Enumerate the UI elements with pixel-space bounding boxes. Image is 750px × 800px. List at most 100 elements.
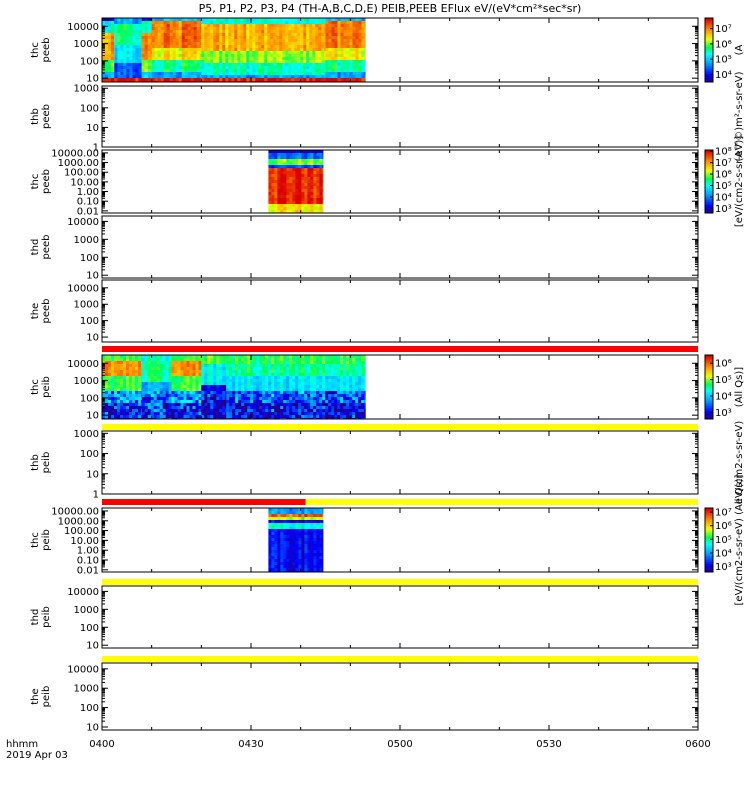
data-cell — [210, 400, 214, 404]
data-cell — [289, 180, 293, 184]
data-cell — [190, 60, 195, 64]
data-cell — [198, 370, 202, 374]
data-cell — [210, 397, 214, 401]
data-cell — [355, 391, 359, 395]
data-cell — [283, 162, 287, 166]
data-cell — [222, 358, 226, 362]
data-cell — [310, 364, 314, 368]
data-cell — [183, 415, 187, 419]
data-cell — [253, 385, 257, 389]
data-cell — [292, 400, 296, 404]
data-cell — [358, 370, 362, 374]
data-cell — [196, 36, 201, 40]
data-cell — [255, 42, 259, 46]
data-cell — [294, 72, 298, 76]
data-cell — [187, 66, 192, 70]
data-cell — [349, 409, 353, 413]
data-cell — [283, 403, 287, 407]
data-cell — [286, 403, 290, 407]
data-cell — [213, 33, 217, 37]
data-cell — [268, 382, 272, 386]
data-cell — [325, 75, 329, 79]
data-cell — [175, 42, 180, 46]
data-cell — [309, 54, 313, 58]
data-cell — [289, 186, 293, 190]
data-cell — [259, 400, 263, 404]
data-cell — [292, 361, 296, 365]
data-cell — [186, 385, 190, 389]
data-cell — [132, 24, 136, 28]
colorbar-cell — [705, 42, 713, 45]
data-cell — [132, 415, 136, 419]
data-cell — [352, 373, 356, 377]
data-cell — [169, 48, 174, 52]
data-cell — [309, 42, 313, 46]
data-cell — [292, 394, 296, 398]
data-cell — [231, 30, 235, 34]
data-cell — [253, 376, 257, 380]
data-cell — [268, 367, 272, 371]
data-cell — [171, 373, 175, 377]
data-cell — [144, 409, 149, 413]
data-cell — [310, 183, 314, 187]
data-cell — [123, 51, 127, 55]
colorbar-tick-label: 10⁷ — [715, 158, 732, 169]
data-cell — [207, 39, 211, 43]
data-cell — [318, 33, 322, 37]
data-cell — [267, 48, 271, 52]
data-cell — [163, 45, 168, 49]
data-cell — [315, 63, 319, 67]
data-cell — [187, 48, 192, 52]
data-cell — [250, 400, 254, 404]
data-cell — [355, 78, 359, 82]
data-cell — [105, 364, 109, 368]
data-cell — [267, 27, 271, 31]
data-cell — [310, 168, 314, 172]
data-cell — [219, 69, 223, 73]
data-cell — [273, 48, 277, 52]
data-cell — [126, 60, 130, 64]
data-cell — [277, 385, 281, 389]
data-cell — [261, 78, 265, 82]
data-cell — [181, 51, 186, 55]
data-cell — [216, 18, 220, 22]
data-cell — [288, 24, 292, 28]
data-cell — [171, 367, 175, 371]
data-cell — [307, 201, 311, 205]
data-cell — [183, 385, 187, 389]
data-cell — [108, 30, 112, 34]
data-cell — [123, 406, 127, 410]
data-cell — [229, 388, 233, 392]
data-cell — [159, 400, 164, 404]
data-cell — [126, 412, 130, 416]
data-cell — [225, 42, 229, 46]
data-cell — [343, 45, 347, 49]
data-cell — [282, 51, 286, 55]
data-cell — [123, 57, 127, 61]
data-cell — [261, 72, 265, 76]
data-cell — [114, 30, 118, 34]
data-cell — [303, 72, 307, 76]
data-cell — [238, 361, 242, 365]
data-cell — [231, 42, 235, 46]
data-cell — [213, 391, 217, 395]
data-cell — [355, 379, 359, 383]
data-cell — [283, 183, 287, 187]
data-cell — [358, 394, 362, 398]
data-cell — [232, 385, 236, 389]
data-cell — [276, 39, 280, 43]
data-cell — [141, 376, 143, 380]
data-cell — [343, 358, 347, 362]
data-cell — [147, 60, 152, 64]
data-cell — [252, 30, 256, 34]
data-cell — [181, 27, 186, 31]
data-cell — [147, 30, 152, 34]
data-cell — [225, 388, 227, 392]
data-cell — [331, 42, 335, 46]
data-cell — [265, 361, 269, 365]
data-cell — [168, 400, 172, 404]
data-cell — [282, 30, 286, 34]
data-cell — [283, 159, 287, 163]
data-cell — [144, 361, 149, 365]
data-cell — [178, 27, 183, 31]
